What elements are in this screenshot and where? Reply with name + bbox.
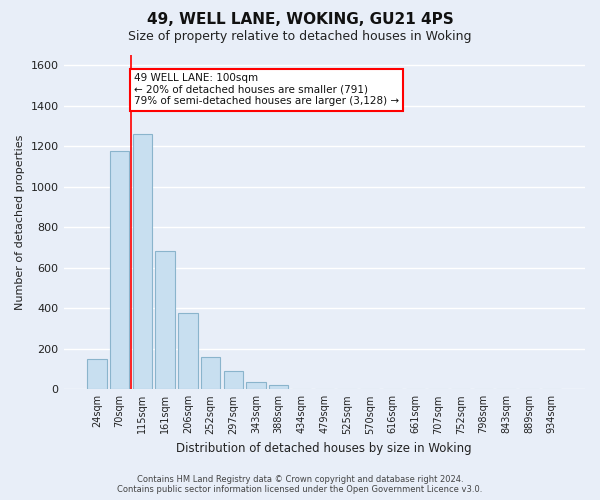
Y-axis label: Number of detached properties: Number of detached properties xyxy=(15,134,25,310)
Bar xyxy=(155,250,175,390)
Text: Contains HM Land Registry data © Crown copyright and database right 2024.
Contai: Contains HM Land Registry data © Crown c… xyxy=(118,474,482,494)
Text: Size of property relative to detached houses in Woking: Size of property relative to detached ho… xyxy=(128,30,472,43)
Bar xyxy=(87,360,107,390)
X-axis label: Distribution of detached houses by size in Woking: Distribution of detached houses by size … xyxy=(176,442,472,455)
Text: 49, WELL LANE, WOKING, GU21 4PS: 49, WELL LANE, WOKING, GU21 4PS xyxy=(146,12,454,28)
Bar xyxy=(201,357,220,390)
Bar xyxy=(110,151,130,390)
Bar xyxy=(247,382,266,390)
Bar xyxy=(269,386,289,390)
Bar xyxy=(178,314,197,390)
Bar xyxy=(133,134,152,390)
Text: 49 WELL LANE: 100sqm
← 20% of detached houses are smaller (791)
79% of semi-deta: 49 WELL LANE: 100sqm ← 20% of detached h… xyxy=(134,73,399,106)
Bar xyxy=(224,371,243,390)
